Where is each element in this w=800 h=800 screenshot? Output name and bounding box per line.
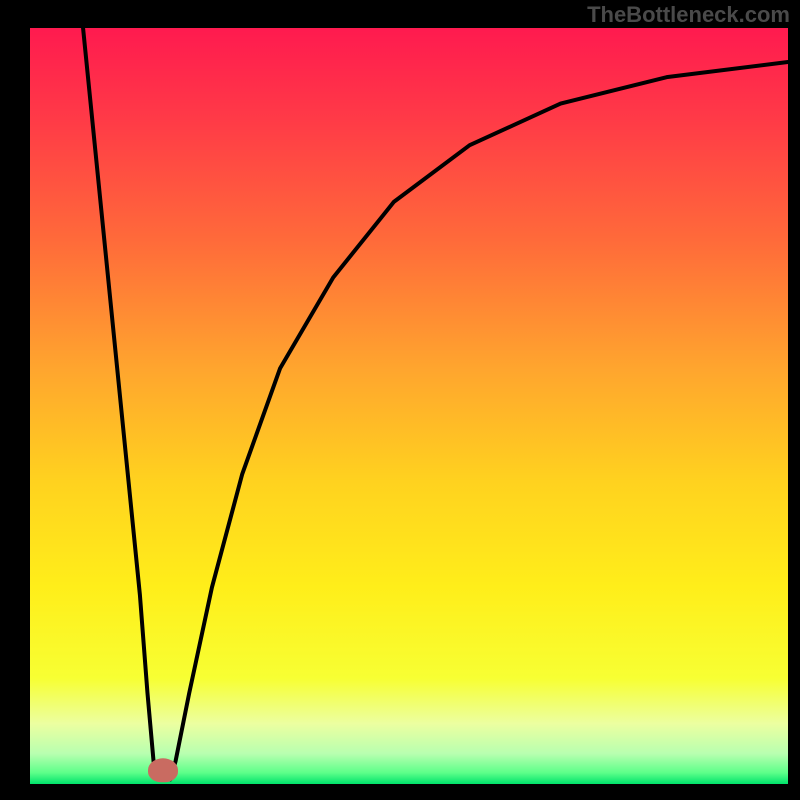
chart-container: TheBottleneck.com [0, 0, 800, 800]
watermark-text: TheBottleneck.com [587, 2, 790, 28]
optimal-point-marker [148, 759, 178, 782]
plot-area [30, 28, 788, 784]
bottleneck-curve [30, 28, 788, 784]
